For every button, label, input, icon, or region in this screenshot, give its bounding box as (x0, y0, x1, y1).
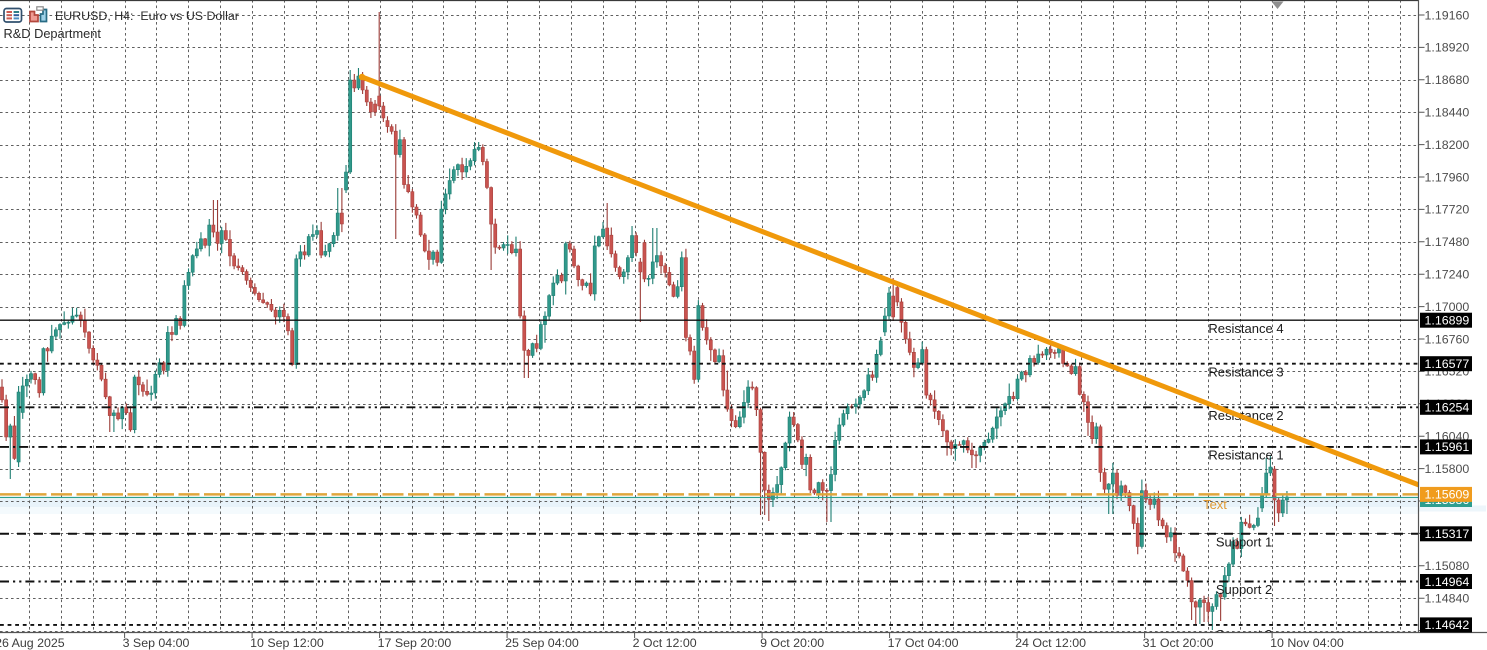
svg-text:1.15961: 1.15961 (1425, 440, 1470, 454)
svg-text:1.16577: 1.16577 (1425, 357, 1470, 371)
svg-text:25 Sep 04:00: 25 Sep 04:00 (505, 636, 579, 650)
svg-text:17 Sep 20:00: 17 Sep 20:00 (378, 636, 452, 650)
svg-text:1.17480: 1.17480 (1425, 235, 1470, 249)
svg-text:Resistance 3: Resistance 3 (1208, 364, 1283, 379)
svg-text:Resistance 1: Resistance 1 (1208, 448, 1283, 463)
svg-text:1.18680: 1.18680 (1425, 73, 1470, 87)
svg-text:1.16254: 1.16254 (1425, 401, 1470, 415)
svg-text:17 Oct 04:00: 17 Oct 04:00 (888, 636, 959, 650)
svg-text:1.17240: 1.17240 (1425, 268, 1470, 282)
svg-text:1.15800: 1.15800 (1425, 462, 1470, 476)
svg-text:1.18920: 1.18920 (1425, 41, 1470, 55)
svg-text:1.16899: 1.16899 (1425, 314, 1470, 328)
svg-text:1.17720: 1.17720 (1425, 203, 1470, 217)
svg-text:1.15317: 1.15317 (1425, 527, 1470, 541)
svg-text:Support 1: Support 1 (1216, 535, 1272, 550)
svg-text:1.18200: 1.18200 (1425, 138, 1470, 152)
svg-text:10 Nov 04:00: 10 Nov 04:00 (1270, 636, 1344, 650)
svg-text:3 Sep 04:00: 3 Sep 04:00 (123, 636, 190, 650)
svg-text:1.15080: 1.15080 (1425, 559, 1470, 573)
svg-text:1.14840: 1.14840 (1425, 592, 1470, 606)
svg-text:1.19160: 1.19160 (1425, 8, 1470, 22)
svg-text:1.17960: 1.17960 (1425, 170, 1470, 184)
svg-text:EURUSD, H4: Euro vs US Dollar: EURUSD, H4: Euro vs US Dollar (55, 9, 239, 23)
svg-text:R&D Department: R&D Department (4, 26, 102, 41)
svg-text:1.16760: 1.16760 (1425, 332, 1470, 346)
svg-text:1.14964: 1.14964 (1425, 575, 1470, 589)
svg-text:1.17000: 1.17000 (1425, 300, 1470, 314)
svg-text:1.14642: 1.14642 (1425, 618, 1470, 632)
svg-text:10 Sep 12:00: 10 Sep 12:00 (250, 636, 324, 650)
svg-text:Resistance 4: Resistance 4 (1208, 321, 1283, 336)
svg-text:1.15609: 1.15609 (1425, 488, 1470, 502)
svg-text:26 Aug 2025: 26 Aug 2025 (0, 636, 65, 650)
svg-text:9 Oct 20:00: 9 Oct 20:00 (760, 636, 824, 650)
svg-text:31 Oct 20:00: 31 Oct 20:00 (1143, 636, 1214, 650)
svg-text:24 Oct 12:00: 24 Oct 12:00 (1015, 636, 1086, 650)
svg-text:2 Oct 12:00: 2 Oct 12:00 (633, 636, 697, 650)
svg-text:Text: Text (1203, 497, 1227, 512)
svg-text:1.18440: 1.18440 (1425, 106, 1470, 120)
svg-text:Support 2: Support 2 (1216, 582, 1272, 597)
